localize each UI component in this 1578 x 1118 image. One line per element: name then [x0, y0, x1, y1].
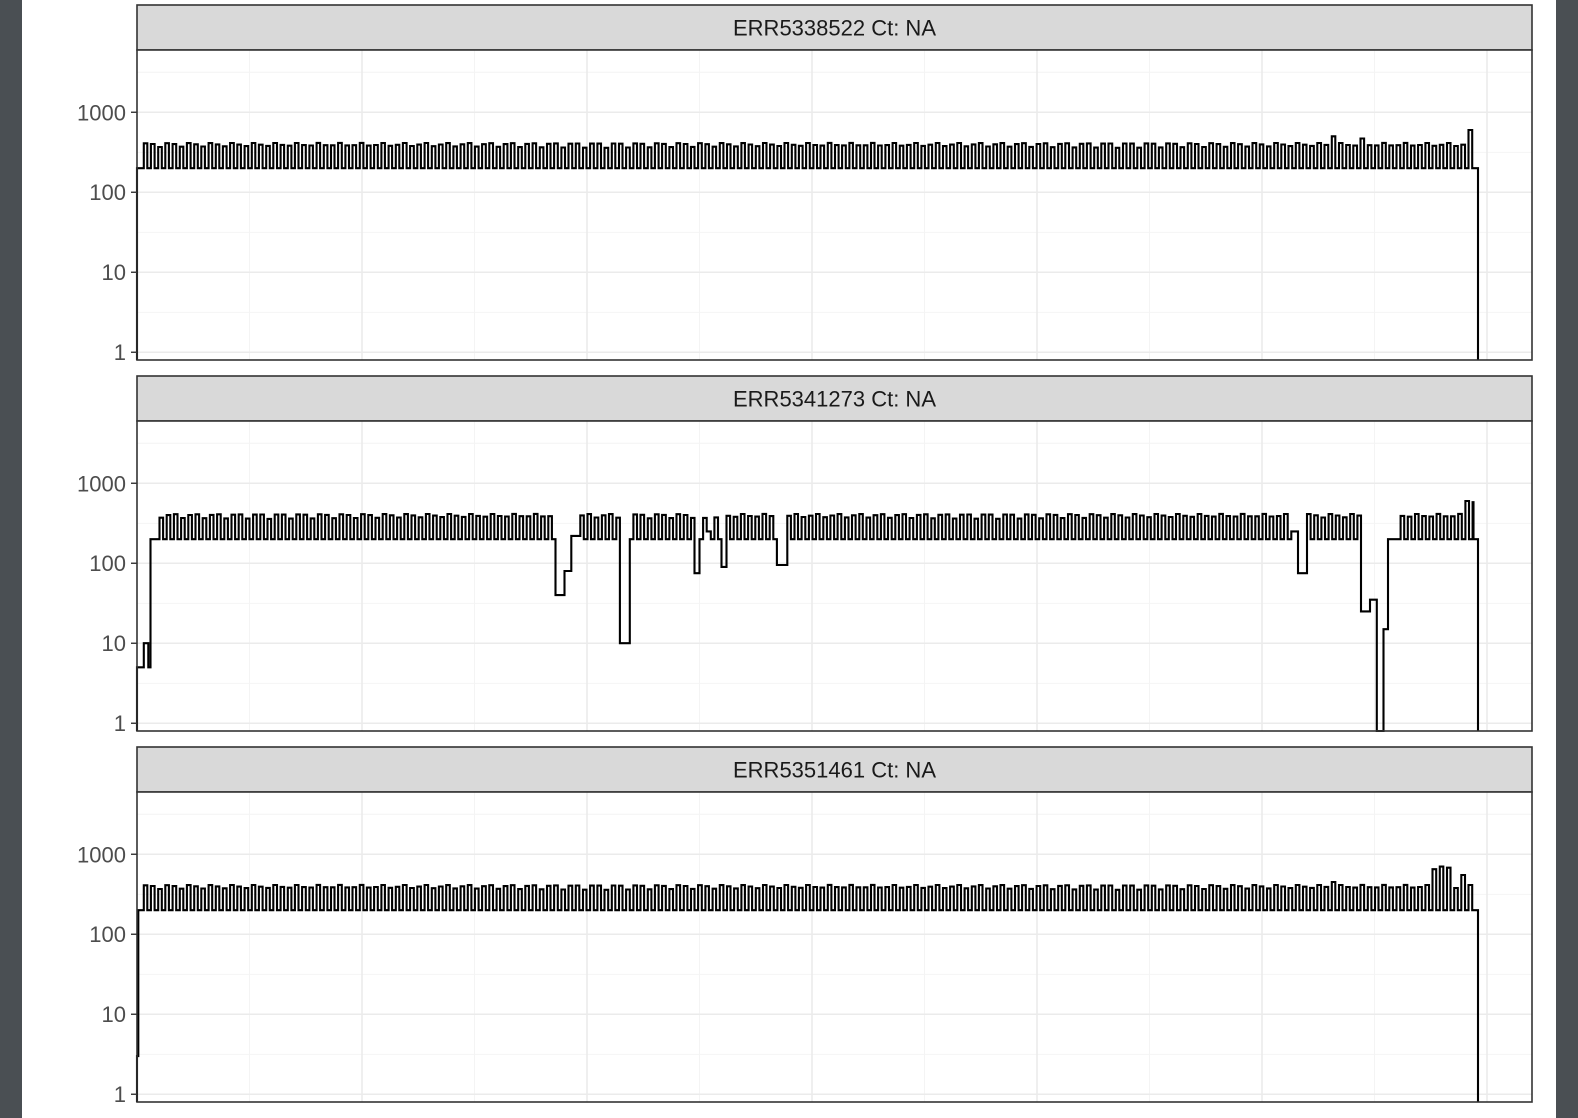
plot-panel-border [136, 420, 1533, 732]
facet-strip [136, 4, 1533, 51]
y-tick-label: 10 [102, 631, 126, 656]
y-tick-label: 1000 [77, 842, 126, 867]
facet-strip [136, 746, 1533, 793]
plot-panel-background [137, 421, 1532, 731]
facet-panel-3: ERR5351461 Ct: NA 1 10 100 1000 [77, 746, 1533, 1107]
y-tick-label: 1 [114, 1082, 126, 1107]
y-tick-label: 100 [89, 551, 126, 576]
y-tick-label: 100 [89, 180, 126, 205]
y-tick-label: 1 [114, 340, 126, 365]
plot-panel-background [137, 792, 1532, 1102]
y-tick-label: 10 [102, 1002, 126, 1027]
facet-title: ERR5351461 Ct: NA [733, 758, 936, 783]
facet-title: ERR5338522 Ct: NA [733, 16, 936, 41]
plot-panel-border [136, 791, 1533, 1103]
y-tick-label: 1000 [77, 100, 126, 125]
y-tick-label: 10 [102, 260, 126, 285]
coverage-series-line [135, 128, 1480, 360]
facet-panel-2: ERR5341273 Ct: NA 1 10 100 1000 [77, 375, 1533, 736]
figure-frame: ERR5338522 Ct: NA 1 10 100 1000 ERR5341273 Ct… [22, 0, 1556, 1118]
facet-panel-1: ERR5338522 Ct: NA 1 10 100 1000 [77, 4, 1533, 365]
coverage-series-line [135, 865, 1480, 1102]
facet-title: ERR5341273 Ct: NA [733, 387, 936, 412]
plot-panel-border [136, 49, 1533, 361]
y-tick-label: 100 [89, 922, 126, 947]
y-tick-label: 1000 [77, 471, 126, 496]
coverage-series-line [135, 499, 1480, 733]
facet-strip [136, 375, 1533, 422]
plot-panel-background [137, 50, 1532, 360]
y-tick-label: 1 [114, 711, 126, 736]
